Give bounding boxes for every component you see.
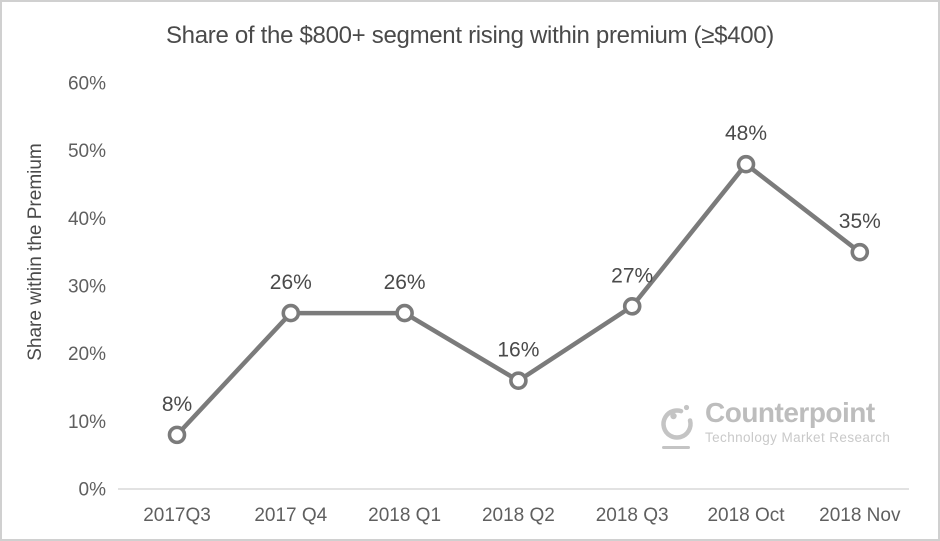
chart-title: Share of the $800+ segment rising within… bbox=[165, 22, 775, 49]
data-point-marker bbox=[167, 425, 187, 445]
y-tick-label: 20% bbox=[68, 344, 106, 365]
counterpoint-logo: Counterpoint Technology Market Research bbox=[657, 396, 890, 454]
y-tick-label: 60% bbox=[68, 74, 106, 95]
x-tick-label: 2018 Nov bbox=[819, 505, 901, 526]
counterpoint-logo-text: Counterpoint Technology Market Research bbox=[705, 396, 890, 445]
x-tick-label: 2017Q3 bbox=[143, 505, 211, 526]
y-tick-label: 50% bbox=[68, 141, 106, 162]
data-point-label: 16% bbox=[497, 339, 539, 362]
data-point-marker bbox=[509, 371, 528, 391]
data-point-marker bbox=[622, 296, 642, 316]
x-tick-label: 2017 Q4 bbox=[254, 505, 327, 526]
data-point-label: 8% bbox=[162, 393, 192, 416]
y-tick-label: 0% bbox=[79, 480, 107, 501]
x-tick-label: 2018 Q1 bbox=[368, 505, 441, 526]
series-line bbox=[174, 161, 863, 438]
y-tick-label: 10% bbox=[68, 412, 106, 433]
data-point-label: 26% bbox=[270, 271, 312, 294]
data-point-label: 26% bbox=[384, 271, 426, 294]
data-point-label: 27% bbox=[611, 264, 653, 287]
counterpoint-logo-tagline: Technology Market Research bbox=[705, 430, 891, 445]
data-point-label: 35% bbox=[839, 210, 881, 233]
y-tick-label: 30% bbox=[68, 277, 106, 298]
counterpoint-logo-icon bbox=[661, 404, 693, 449]
x-tick-label: 2018 Q2 bbox=[482, 505, 555, 526]
data-point-label: 48% bbox=[725, 122, 767, 145]
x-tick-label: 2018 Q3 bbox=[596, 505, 669, 526]
counterpoint-logo-name: Counterpoint bbox=[705, 397, 875, 428]
x-tick-label: 2018 Oct bbox=[707, 505, 785, 526]
y-tick-label: 40% bbox=[68, 209, 106, 230]
data-point-marker bbox=[281, 303, 301, 323]
data-point-marker bbox=[736, 154, 756, 174]
data-point-marker bbox=[850, 242, 870, 262]
data-point-marker bbox=[395, 303, 414, 323]
